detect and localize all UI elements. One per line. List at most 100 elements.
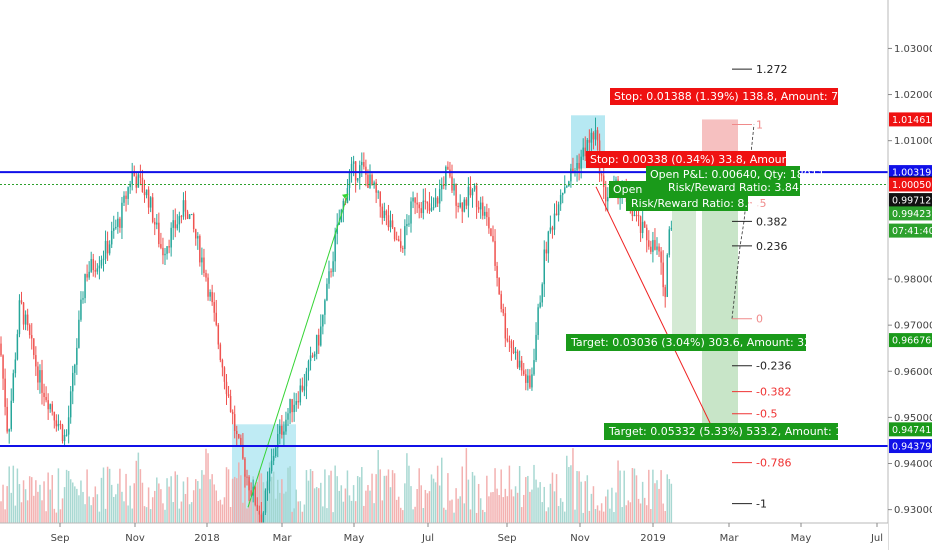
candle-body: [490, 228, 492, 236]
candle-body: [561, 192, 564, 196]
candle-body: [104, 240, 107, 259]
candle-body: [400, 241, 402, 249]
candle-body: [313, 353, 316, 357]
candle-body: [57, 423, 60, 427]
volume-bar: [197, 481, 199, 523]
x-tick-label: Jul: [870, 533, 883, 544]
volume-bar: [180, 501, 183, 523]
candle-body: [190, 214, 193, 216]
candle-body: [477, 207, 480, 210]
volume-bar: [670, 483, 673, 523]
pnl-label-b: Open P: [613, 183, 653, 196]
candle-body: [441, 184, 443, 190]
volume-bar: [381, 500, 384, 523]
volume-bar: [391, 470, 394, 523]
volume-bar: [160, 489, 162, 523]
volume-bar: [668, 478, 671, 523]
candle-body: [100, 260, 103, 266]
volume-bar: [389, 487, 392, 523]
volume-bar: [201, 470, 203, 523]
volume-bar: [408, 465, 410, 523]
candle-body: [432, 207, 435, 209]
volume-bar: [498, 495, 500, 523]
candle-body: [28, 325, 31, 336]
price-badge-label: 0.99712: [892, 196, 931, 207]
volume-bar: [459, 496, 461, 523]
volume-bar: [334, 465, 336, 523]
candle-body: [324, 300, 326, 315]
volume-bar: [535, 479, 537, 523]
volume-bar: [102, 467, 105, 523]
volume-bar: [192, 490, 195, 523]
volume-bar: [313, 488, 316, 523]
volume-bar: [438, 485, 441, 523]
x-axis-panel: [0, 523, 888, 550]
candle-body: [61, 424, 64, 442]
x-tick-label: Nov: [570, 533, 590, 544]
volume-bar: [65, 469, 68, 523]
candle-body: [385, 210, 388, 216]
candle-body: [92, 259, 94, 271]
volume-bar: [537, 487, 539, 523]
volume-bar: [557, 506, 560, 523]
x-tick-label: 2019: [640, 533, 665, 544]
candle-body: [492, 235, 494, 242]
candle-body: [641, 221, 644, 233]
volume-bar: [26, 500, 29, 523]
volume-bar: [242, 502, 244, 523]
candle-body: [184, 200, 187, 212]
candle-body: [94, 270, 97, 272]
candle-body: [291, 399, 293, 413]
volume-bar: [619, 470, 621, 523]
volume-bar: [500, 469, 502, 523]
volume-bar: [90, 505, 92, 523]
volume-bar: [461, 466, 463, 523]
candle-body: [531, 374, 533, 388]
volume-bar: [8, 466, 10, 523]
volume-bar: [348, 495, 351, 523]
labels-layer: 1.272 1 .5 0.382 0.236 0 -0.236 -0.382 -0.5 -0.78…: [566, 63, 932, 511]
volume-bar: [4, 509, 6, 523]
volume-bar: [625, 505, 627, 523]
volume-bar: [344, 488, 347, 523]
volume-bar: [166, 478, 168, 523]
pnl-label-a: Open P&L: 0.00640, Qty: 18011: [650, 168, 825, 181]
candle-body: [566, 186, 568, 188]
fib-level-label: 0.382: [756, 215, 788, 228]
candle-body: [96, 268, 99, 272]
volume-bar: [123, 501, 125, 523]
candle-body: [518, 360, 521, 368]
candle-body: [422, 200, 425, 214]
candle-body: [479, 202, 482, 210]
volume-bar: [650, 509, 652, 523]
candle-body: [65, 434, 68, 436]
volume-bar: [447, 473, 449, 523]
volume-bar: [92, 497, 94, 523]
candle-body: [668, 229, 671, 255]
candle-body: [455, 183, 457, 206]
candle-body: [395, 239, 398, 241]
y-tick-label: 1.02000: [894, 90, 932, 101]
volume-bar: [467, 479, 470, 523]
volume-bar: [596, 505, 599, 523]
candle-body: [209, 292, 211, 297]
volume-bar: [162, 503, 164, 523]
candle-body: [164, 253, 166, 256]
candle-body: [602, 175, 605, 188]
candle-body: [113, 228, 115, 231]
volume-bar: [490, 492, 492, 523]
candle-body: [545, 249, 548, 254]
volume-bar: [127, 505, 129, 523]
volume-bar: [76, 488, 78, 523]
volume-bar: [492, 492, 494, 523]
candle-body: [256, 504, 258, 511]
volume-bar: [502, 497, 504, 523]
volume-bar: [533, 464, 535, 523]
short-projection-line: [595, 186, 719, 440]
target-label-b: Target: 0.03036 (3.04%) 303.6, Amount: 3…: [570, 336, 843, 349]
volume-bar: [324, 469, 326, 523]
volume-bar: [428, 491, 431, 523]
volume-bar: [330, 470, 332, 523]
y-tick-label: 0.94000: [894, 459, 932, 470]
